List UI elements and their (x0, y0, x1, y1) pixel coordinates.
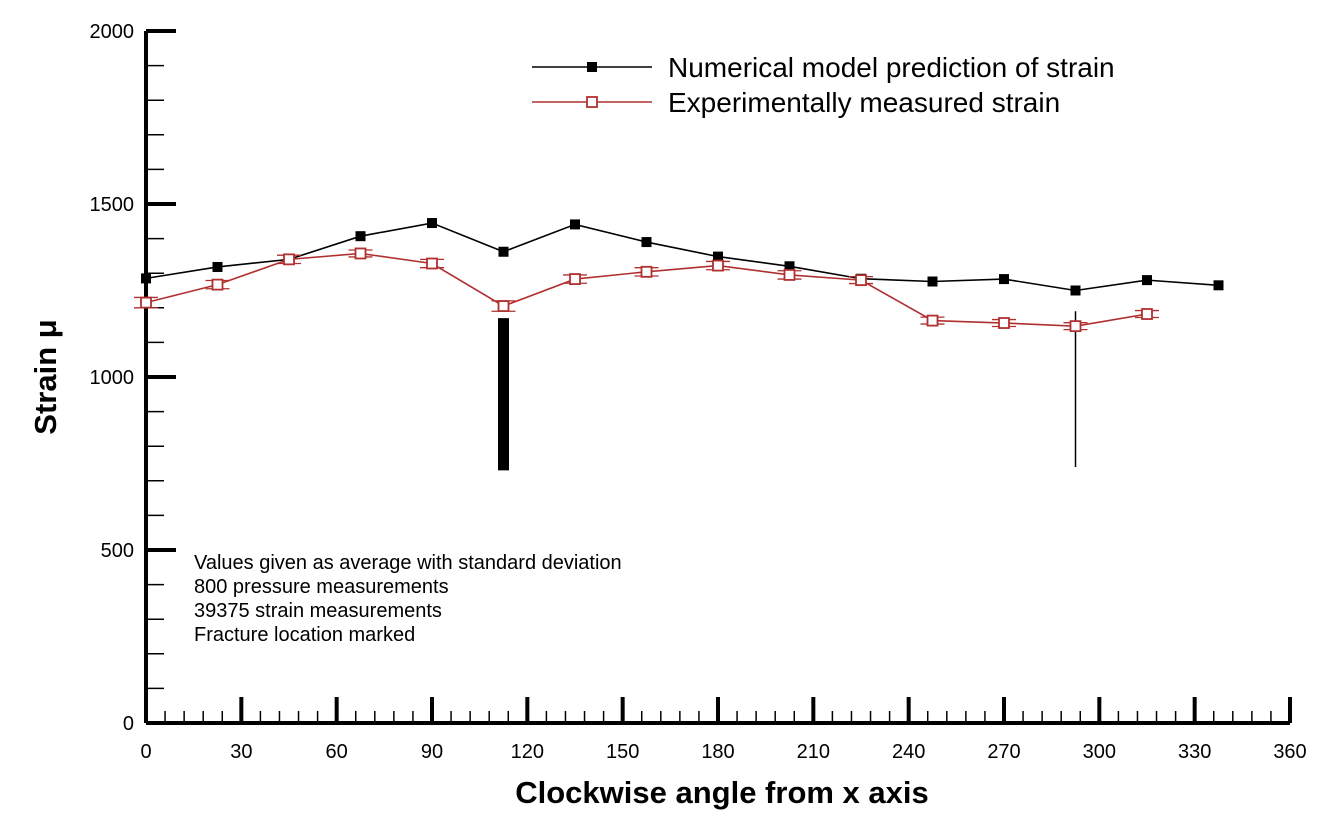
data-point (587, 62, 597, 72)
data-point (569, 273, 581, 285)
data-point (1069, 320, 1082, 333)
y-axis-title: Strain μ (28, 319, 63, 434)
data-point (497, 300, 510, 312)
y-tick-label: 2000 (90, 21, 135, 43)
data-point (570, 219, 580, 230)
legend: Numerical model prediction of strain Expe… (532, 52, 1115, 118)
data-point (212, 261, 223, 272)
series-layer (134, 218, 1224, 333)
x-tick-label: 90 (421, 741, 443, 763)
data-point (926, 314, 939, 327)
data-point (640, 265, 653, 278)
fracture-markers (498, 311, 1077, 471)
annotation-notes: Values given as average with standard de… (194, 552, 622, 646)
x-tick-label: 270 (987, 741, 1020, 763)
data-point (1142, 275, 1152, 286)
series-numerical-model (141, 218, 1224, 296)
annotation-line: Fracture location marked (194, 624, 415, 646)
data-point (586, 96, 598, 108)
x-tick-label: 60 (326, 741, 348, 763)
data-point (713, 251, 723, 262)
x-tick-label: 150 (606, 741, 639, 763)
data-point (855, 274, 867, 287)
x-ticks: 0 30 60 90 120 150 180 210 240 270 300 330 360 (140, 697, 1307, 763)
data-point (140, 296, 152, 309)
y-tick-label: 1500 (90, 194, 135, 216)
data-point (498, 246, 509, 257)
legend-label: Numerical model prediction of strain (668, 52, 1115, 83)
series-line (145, 222, 1219, 292)
data-point (712, 259, 724, 272)
data-point (1141, 308, 1153, 320)
data-point (784, 261, 795, 272)
data-point (783, 269, 796, 281)
x-tick-label: 0 (140, 741, 151, 763)
x-tick-label: 330 (1178, 741, 1211, 763)
annotation-line: Values given as average with standard de… (194, 552, 622, 574)
data-point (355, 231, 366, 242)
data-point (927, 276, 938, 287)
data-point (427, 218, 437, 229)
legend-label: Experimentally measured strain (668, 87, 1060, 118)
data-point (426, 257, 438, 270)
data-point (283, 253, 295, 266)
data-point (354, 247, 367, 260)
x-tick-label: 300 (1083, 741, 1116, 763)
x-axis-title: Clockwise angle from x axis (515, 775, 929, 810)
y-tick-label: 500 (101, 540, 134, 562)
data-point (1070, 285, 1081, 296)
x-tick-label: 210 (797, 741, 830, 763)
y-tick-label: 0 (123, 713, 134, 735)
y-ticks: 0 500 1000 1500 2000 (90, 21, 176, 735)
data-point (141, 273, 151, 284)
data-point (998, 317, 1010, 329)
data-point (1213, 280, 1224, 291)
x-tick-label: 180 (701, 741, 734, 763)
data-point (999, 274, 1009, 285)
data-point (211, 278, 224, 291)
x-tick-label: 360 (1273, 741, 1306, 763)
x-tick-label: 30 (230, 741, 252, 763)
x-tick-label: 120 (511, 741, 544, 763)
annotation-line: 800 pressure measurements (194, 576, 449, 598)
series-line (145, 252, 1148, 327)
y-tick-label: 1000 (90, 367, 135, 389)
annotation-line: 39375 strain measurements (194, 600, 442, 622)
series-experimental (134, 247, 1159, 333)
data-point (641, 237, 652, 248)
x-tick-label: 240 (892, 741, 925, 763)
